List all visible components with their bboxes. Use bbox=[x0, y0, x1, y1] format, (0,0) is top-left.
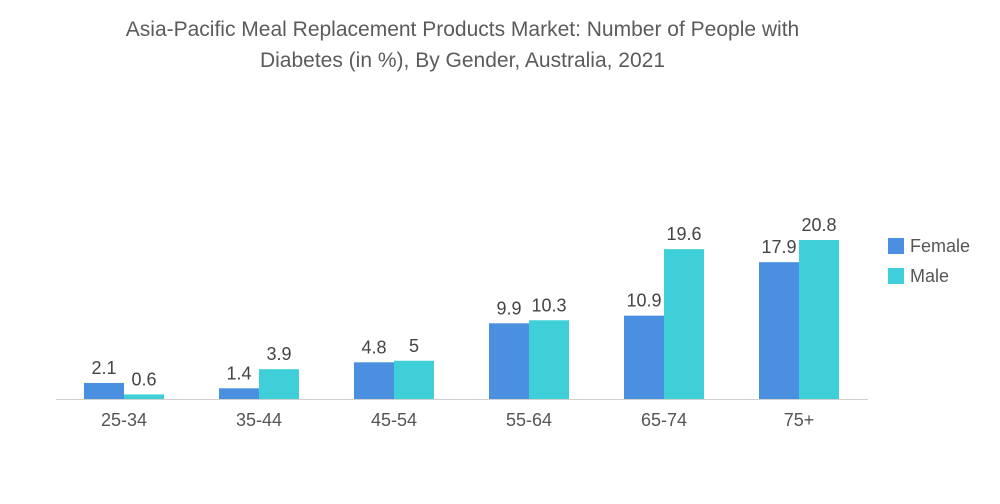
x-tick-label-75+: 75+ bbox=[784, 410, 815, 430]
bar-female-35-44 bbox=[219, 388, 259, 399]
bar-male-35-44 bbox=[259, 369, 299, 399]
data-label-female-75+: 17.9 bbox=[761, 237, 796, 257]
data-label-female-25-34: 2.1 bbox=[91, 358, 116, 378]
legend-item-female: Female bbox=[888, 231, 970, 261]
bar-chart: 2.1 0.6 25-34 1.4 3.9 35-44 4.8 5 45-54 9.9 10.3 55… bbox=[0, 0, 1000, 504]
legend-label-female: Female bbox=[910, 236, 970, 257]
data-label-male-35-44: 3.9 bbox=[266, 344, 291, 364]
x-tick-label-25-34: 25-34 bbox=[101, 410, 147, 430]
bar-male-75+ bbox=[799, 240, 839, 399]
data-label-female-55-64: 9.9 bbox=[496, 298, 521, 318]
bar-female-75+ bbox=[759, 262, 799, 399]
bar-male-25-34 bbox=[124, 394, 164, 399]
data-label-male-65-74: 19.6 bbox=[666, 224, 701, 244]
data-label-male-75+: 20.8 bbox=[801, 215, 836, 235]
x-tick-label-55-64: 55-64 bbox=[506, 410, 552, 430]
data-label-male-25-34: 0.6 bbox=[131, 369, 156, 389]
bar-male-65-74 bbox=[664, 249, 704, 399]
data-label-female-45-54: 4.8 bbox=[361, 337, 386, 357]
bar-female-45-54 bbox=[354, 362, 394, 399]
data-label-female-35-44: 1.4 bbox=[226, 363, 251, 383]
x-tick-label-35-44: 35-44 bbox=[236, 410, 282, 430]
bar-female-55-64 bbox=[489, 323, 529, 399]
legend: Female Male bbox=[888, 231, 970, 291]
data-label-male-55-64: 10.3 bbox=[531, 295, 566, 315]
x-tick-label-45-54: 45-54 bbox=[371, 410, 417, 430]
legend-label-male: Male bbox=[910, 266, 949, 287]
bar-male-55-64 bbox=[529, 320, 569, 399]
bar-female-65-74 bbox=[624, 316, 664, 399]
bar-female-25-34 bbox=[84, 383, 124, 399]
legend-swatch-male bbox=[888, 268, 904, 284]
bar-male-45-54 bbox=[394, 361, 434, 399]
x-tick-label-65-74: 65-74 bbox=[641, 410, 687, 430]
legend-item-male: Male bbox=[888, 261, 970, 291]
data-label-female-65-74: 10.9 bbox=[626, 291, 661, 311]
legend-swatch-female bbox=[888, 238, 904, 254]
data-label-male-45-54: 5 bbox=[409, 336, 419, 356]
